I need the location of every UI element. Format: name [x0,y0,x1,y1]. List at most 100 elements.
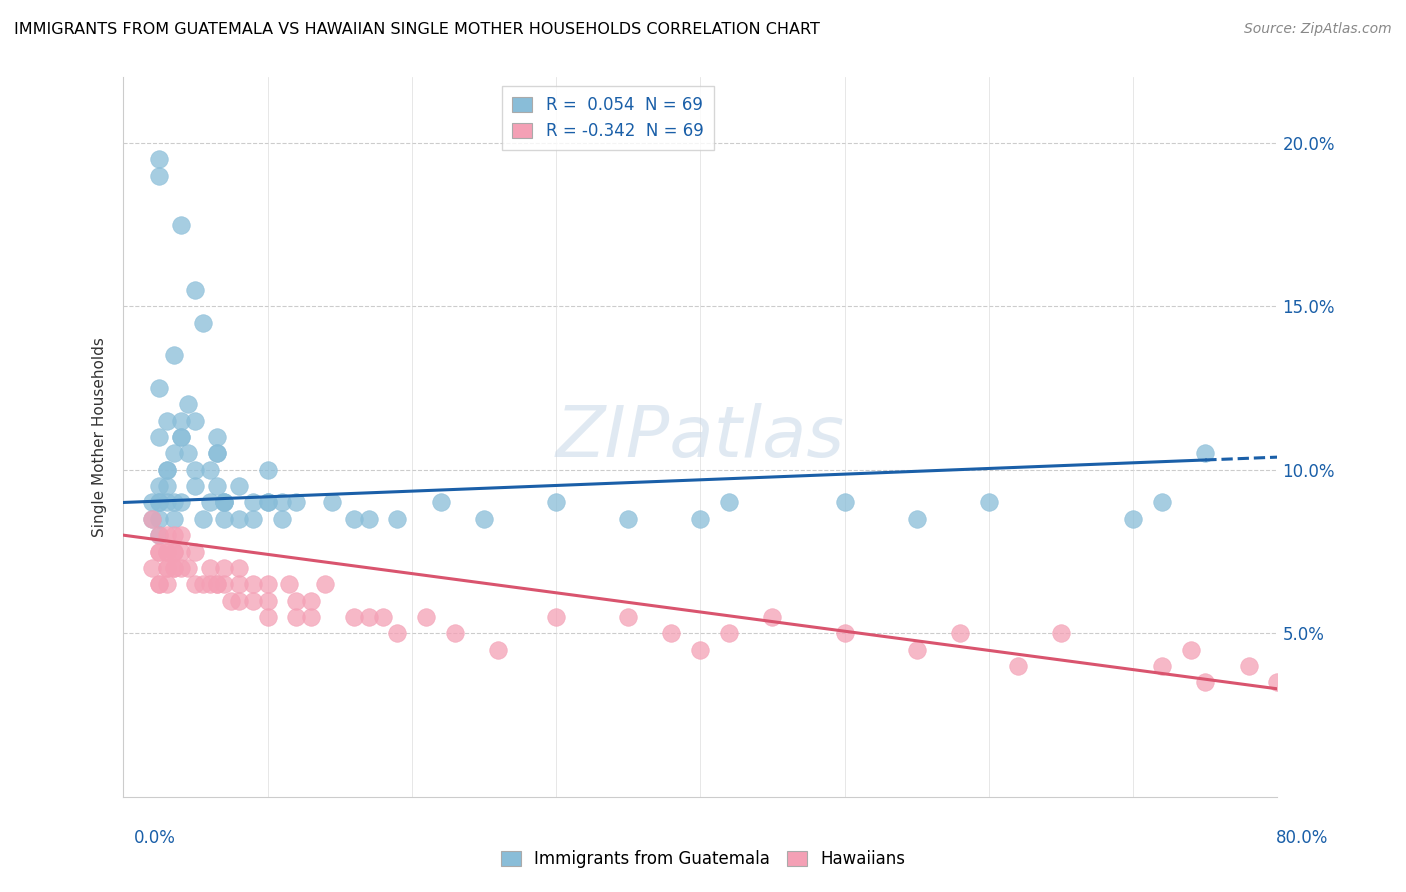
Point [761,610,783,624]
Point [242,593,264,607]
Point [148,479,170,493]
Point [184,414,207,428]
Point [949,626,972,640]
Point [214,512,236,526]
Point [155,544,177,558]
Point [661,626,683,640]
Point [834,626,856,640]
Point [242,577,264,591]
Point [429,495,451,509]
Point [177,397,200,411]
Point [155,544,177,558]
Point [977,495,1000,509]
Point [148,169,170,183]
Point [163,495,186,509]
Point [148,495,170,509]
Point [163,446,186,460]
Point [198,577,221,591]
Point [163,512,186,526]
Point [184,479,207,493]
Point [170,561,193,575]
Point [343,610,366,624]
Point [148,430,170,444]
Point [148,381,170,395]
Point [191,512,214,526]
Point [184,544,207,558]
Point [148,577,170,591]
Point [1194,675,1216,690]
Point [198,463,221,477]
Point [155,495,177,509]
Point [141,512,163,526]
Point [387,512,409,526]
Point [718,626,741,640]
Point [271,495,294,509]
Point [148,512,170,526]
Point [198,495,221,509]
Point [1194,446,1216,460]
Point [834,495,856,509]
Point [472,512,495,526]
Point [177,446,200,460]
Text: 0.0%: 0.0% [134,829,176,847]
Point [228,577,250,591]
Point [155,561,177,575]
Point [205,430,228,444]
Point [170,495,193,509]
Point [228,561,250,575]
Point [314,577,336,591]
Point [228,593,250,607]
Point [689,642,711,657]
Point [198,561,221,575]
Point [321,495,343,509]
Point [148,544,170,558]
Point [905,512,928,526]
Point [271,512,294,526]
Point [242,495,264,509]
Point [163,528,186,542]
Legend: R =  0.054  N = 69, R = -0.342  N = 69: R = 0.054 N = 69, R = -0.342 N = 69 [502,86,714,150]
Point [228,512,250,526]
Point [163,544,186,558]
Point [184,577,207,591]
Point [1180,642,1202,657]
Point [1267,675,1289,690]
Point [1237,659,1260,673]
Point [170,430,193,444]
Point [387,626,409,640]
Point [905,642,928,657]
Point [141,512,163,526]
Text: IMMIGRANTS FROM GUATEMALA VS HAWAIIAN SINGLE MOTHER HOUSEHOLDS CORRELATION CHART: IMMIGRANTS FROM GUATEMALA VS HAWAIIAN SI… [14,22,820,37]
Point [357,512,380,526]
Point [214,577,236,591]
Text: ZIPatlas: ZIPatlas [555,402,845,472]
Point [1150,659,1173,673]
Point [256,495,278,509]
Point [617,512,640,526]
Point [299,610,322,624]
Text: 80.0%: 80.0% [1277,829,1329,847]
Point [256,610,278,624]
Text: Source: ZipAtlas.com: Source: ZipAtlas.com [1244,22,1392,37]
Point [343,512,366,526]
Point [371,610,394,624]
Point [1050,626,1073,640]
Point [148,528,170,542]
Point [1122,512,1144,526]
Point [155,561,177,575]
Point [357,610,380,624]
Point [221,593,243,607]
Point [170,414,193,428]
Y-axis label: Single Mother Households: Single Mother Households [93,337,107,537]
Legend: Immigrants from Guatemala, Hawaiians: Immigrants from Guatemala, Hawaiians [495,844,911,875]
Point [155,479,177,493]
Point [170,218,193,232]
Point [285,593,308,607]
Point [444,626,467,640]
Point [155,463,177,477]
Point [163,348,186,362]
Point [170,528,193,542]
Point [256,577,278,591]
Point [242,512,264,526]
Point [163,561,186,575]
